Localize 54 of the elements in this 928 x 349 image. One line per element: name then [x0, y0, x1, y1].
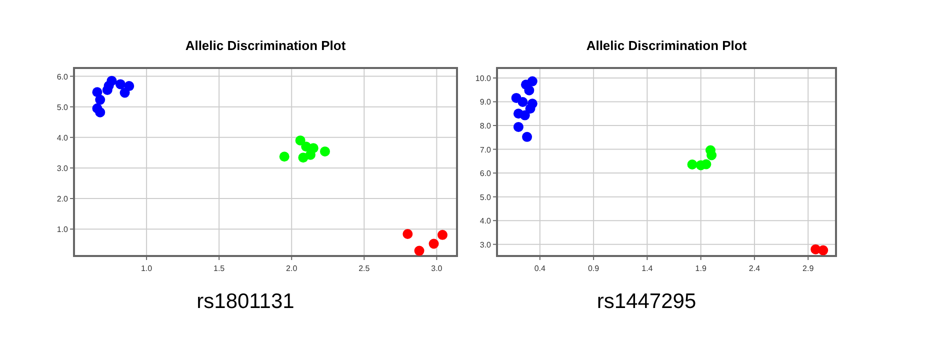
y-tick-label: 8.0: [480, 122, 492, 131]
point: [818, 245, 828, 256]
chart-title: Allelic Discrimination Plot: [586, 38, 748, 53]
point: [706, 150, 717, 160]
point: [701, 159, 712, 170]
point: [115, 79, 126, 90]
y-tick-label: 3.0: [56, 164, 69, 173]
y-tick-label: 9.0: [480, 98, 492, 107]
x-axis-title: rs1801131: [196, 290, 294, 313]
point: [522, 132, 532, 142]
x-tick-label: 1.4: [642, 264, 654, 273]
x-tick-label: 2.9: [802, 264, 814, 273]
point: [527, 76, 538, 86]
point: [279, 152, 290, 162]
y-tick-label: 5.0: [480, 192, 492, 202]
y-tick-label: 6.0: [480, 169, 492, 178]
y-tick-label: 5.0: [56, 102, 69, 112]
point: [414, 246, 424, 256]
y-tick-label: 7.0: [480, 145, 492, 154]
point: [687, 159, 698, 170]
y-tick-label: 6.0: [56, 72, 69, 82]
point: [92, 87, 102, 98]
x-tick-label: 2.4: [748, 264, 761, 273]
x-tick-label: 0.4: [534, 264, 546, 273]
point: [520, 110, 530, 120]
point: [437, 230, 448, 240]
y-tick-label: 4.0: [480, 216, 492, 226]
point: [295, 135, 306, 146]
y-tick-label: 10.0: [475, 74, 492, 83]
x-tick-label: 2.0: [286, 264, 298, 273]
point: [402, 228, 413, 239]
x-tick-label: 1.0: [140, 264, 153, 273]
point: [513, 122, 524, 132]
x-tick-label: 1.5: [214, 264, 226, 273]
chart-title: Allelic Discrimination Plot: [185, 38, 346, 53]
point: [320, 146, 330, 156]
y-tick-label: 3.0: [480, 240, 492, 250]
point: [428, 238, 439, 249]
point: [524, 85, 534, 96]
point: [95, 107, 106, 118]
point: [308, 143, 318, 154]
x-tick-label: 2.5: [358, 264, 370, 273]
y-tick-label: 1.0: [56, 225, 69, 234]
point: [95, 94, 106, 105]
x-axis-title: rs1447295: [596, 290, 696, 313]
point: [124, 81, 134, 92]
y-tick-label: 2.0: [56, 194, 69, 204]
y-tick-label: 4.0: [56, 133, 69, 142]
point: [518, 96, 528, 107]
point: [525, 104, 536, 114]
point: [106, 76, 117, 86]
x-tick-label: 1.9: [695, 264, 707, 273]
x-tick-label: 0.9: [588, 264, 600, 273]
x-tick-label: 3.0: [431, 264, 443, 273]
